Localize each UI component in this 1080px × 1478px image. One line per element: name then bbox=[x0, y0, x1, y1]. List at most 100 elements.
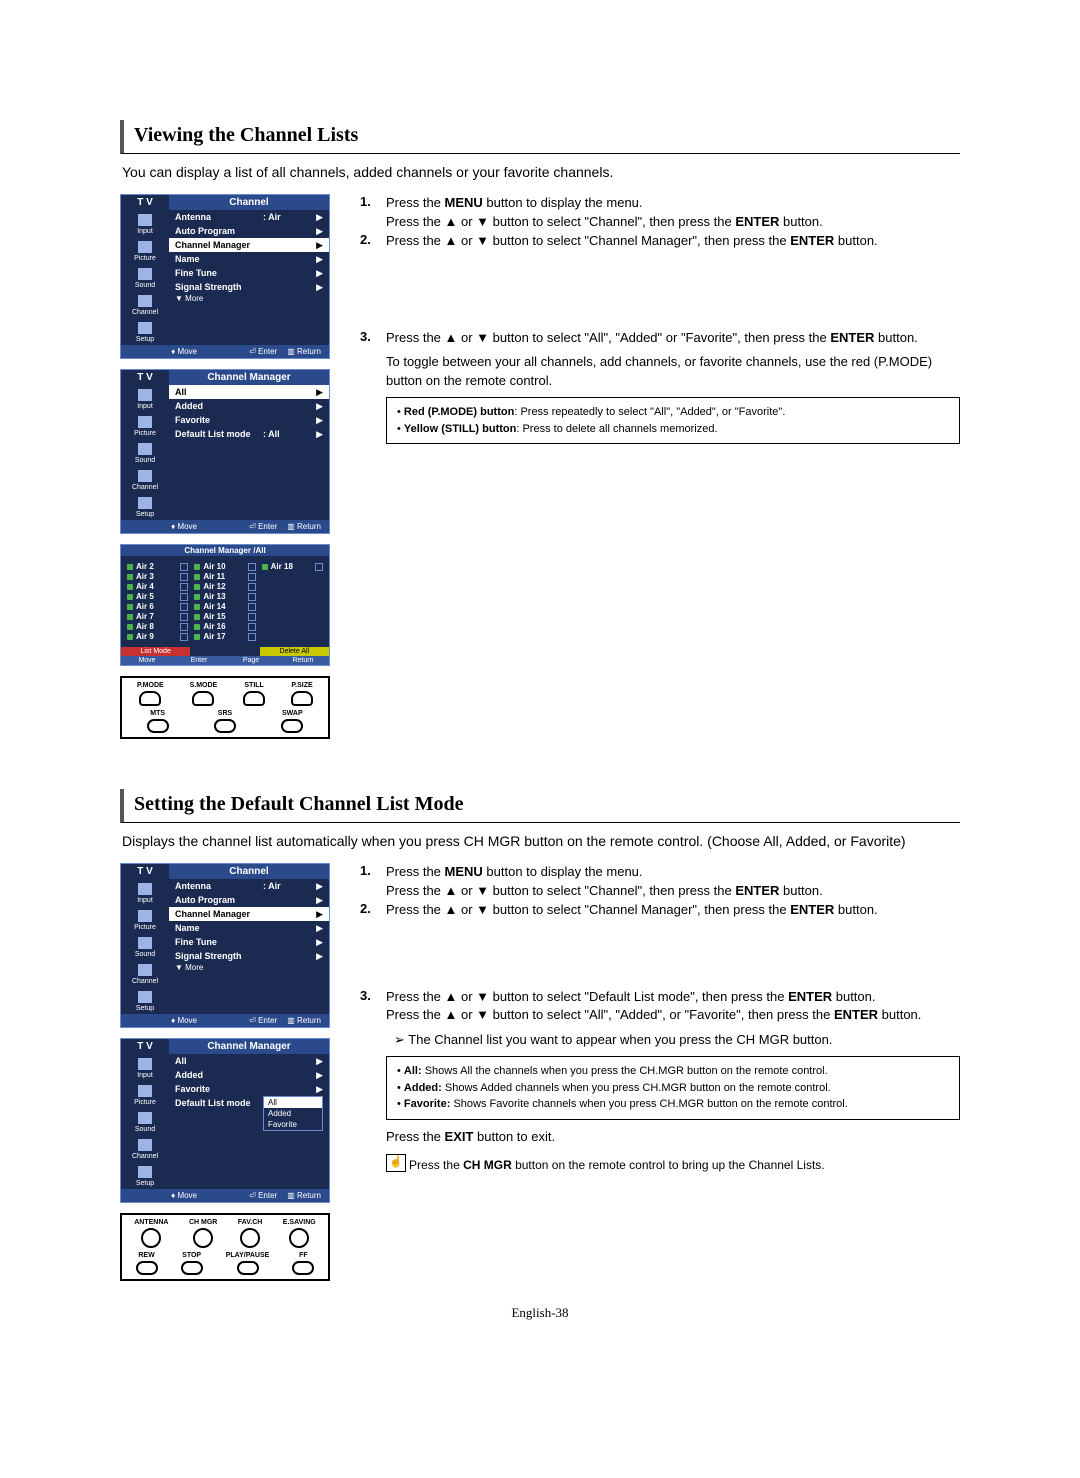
remote-button: ANTENNA bbox=[134, 1219, 168, 1248]
sidebar-label: Input bbox=[137, 228, 153, 235]
dropdown: AllAddedFavorite bbox=[263, 1096, 323, 1131]
remote-button: SRS bbox=[214, 710, 236, 733]
sidebar-label: Input bbox=[137, 897, 153, 904]
section1-intro: You can display a list of all channels, … bbox=[122, 164, 960, 180]
section2-title: Setting the Default Channel List Mode bbox=[120, 789, 960, 823]
remote-button: SWAP bbox=[281, 710, 303, 733]
arrow-icon: ▶ bbox=[311, 282, 323, 293]
sidebar-icon bbox=[138, 241, 152, 253]
status-icon bbox=[127, 624, 133, 630]
status-icon bbox=[127, 604, 133, 610]
status-icon bbox=[127, 584, 133, 590]
sidebar-label: Channel bbox=[132, 484, 158, 491]
channel-item: Air 16 bbox=[194, 622, 255, 631]
sidebar-icon bbox=[138, 268, 152, 280]
channel-item: Air 10 bbox=[194, 562, 255, 571]
sidebar-item: Input bbox=[121, 879, 169, 906]
instruction: 1.Press the MENU button to display the m… bbox=[360, 863, 960, 901]
arrow-icon: ▶ bbox=[311, 1056, 323, 1067]
arrow-note: The Channel list you want to appear when… bbox=[394, 1031, 960, 1050]
remote-shape bbox=[192, 691, 214, 706]
page-number: English-38 bbox=[120, 1305, 960, 1321]
menu-row: Default List mode: All▶ bbox=[169, 427, 329, 441]
status-icon bbox=[262, 564, 268, 570]
arrow-icon: ▶ bbox=[311, 951, 323, 962]
instruction: 1.Press the MENU button to display the m… bbox=[360, 194, 960, 232]
status-icon bbox=[194, 584, 200, 590]
sidebar-icon bbox=[138, 470, 152, 482]
status-icon bbox=[194, 614, 200, 620]
menu-row: Antenna: Air▶ bbox=[169, 210, 329, 224]
menu-row: All▶ bbox=[169, 1054, 329, 1068]
remote-shape bbox=[240, 1228, 260, 1248]
sidebar-label: Channel bbox=[132, 978, 158, 985]
channel-item: Air 3 bbox=[127, 572, 188, 581]
arrow-icon: ▶ bbox=[311, 923, 323, 934]
dropdown-item: Added bbox=[264, 1108, 322, 1119]
arrow-icon: ▶ bbox=[311, 226, 323, 237]
sidebar-icon bbox=[138, 214, 152, 226]
sidebar-icon bbox=[138, 295, 152, 307]
status-icon bbox=[127, 614, 133, 620]
remote-button: P.SIZE bbox=[291, 682, 313, 706]
channel-item: Air 14 bbox=[194, 602, 255, 611]
section1-left: T V Channel InputPictureSoundChannelSetu… bbox=[120, 194, 330, 739]
sidebar-label: Input bbox=[137, 1072, 153, 1079]
menu-row: Name▶ bbox=[169, 252, 329, 266]
grid-foot-deleteall: Delete All bbox=[260, 647, 329, 656]
grid-body: Air 2Air 3Air 4Air 5Air 6Air 7Air 8Air 9… bbox=[121, 556, 329, 647]
menu-row: Name▶ bbox=[169, 921, 329, 935]
arrow-icon: ▶ bbox=[311, 909, 323, 920]
sidebar-label: Picture bbox=[134, 430, 156, 437]
panel-title: Channel bbox=[169, 195, 329, 210]
remote-shape bbox=[291, 691, 313, 706]
sidebar-item: Input bbox=[121, 385, 169, 412]
remote-shape bbox=[139, 691, 161, 706]
menu-row: Fine Tune▶ bbox=[169, 935, 329, 949]
sidebar-label: Channel bbox=[132, 1153, 158, 1160]
arrow-icon: ▶ bbox=[311, 254, 323, 265]
instruction: 2.Press the ▲ or ▼ button to select "Cha… bbox=[360, 232, 960, 251]
note2: All: Shows All the channels when you pre… bbox=[386, 1056, 960, 1120]
sidebar-item: Setup bbox=[121, 987, 169, 1014]
arrow-icon: ▶ bbox=[311, 1084, 323, 1095]
footer-return: ▥ bbox=[287, 347, 297, 356]
status-icon bbox=[127, 634, 133, 640]
section2-intro: Displays the channel list automatically … bbox=[122, 833, 960, 849]
remote-shape bbox=[281, 719, 303, 733]
sidebar-label: Sound bbox=[135, 457, 155, 464]
menu-row: Added▶ bbox=[169, 1068, 329, 1082]
remote-shape bbox=[136, 1261, 158, 1275]
status-icon bbox=[194, 624, 200, 630]
menu-row: Favorite▶ bbox=[169, 413, 329, 427]
menu-row: Signal Strength▶ bbox=[169, 280, 329, 294]
menu-row: Fine Tune▶ bbox=[169, 266, 329, 280]
sidebar-label: Setup bbox=[136, 511, 154, 518]
remote-button: STILL bbox=[243, 682, 265, 706]
status-icon bbox=[127, 564, 133, 570]
sidebar-icon bbox=[138, 910, 152, 922]
remote-panel-1: P.MODES.MODESTILLP.SIZE MTSSRSSWAP bbox=[120, 676, 330, 739]
arrow-icon: ▶ bbox=[311, 1070, 323, 1081]
section1-title: Viewing the Channel Lists bbox=[120, 120, 960, 154]
sidebar-icon bbox=[138, 883, 152, 895]
remote-button: CH MGR bbox=[189, 1219, 217, 1248]
status-icon bbox=[194, 634, 200, 640]
status-icon bbox=[194, 594, 200, 600]
sidebar-icon bbox=[138, 389, 152, 401]
sidebar-item: Setup bbox=[121, 1162, 169, 1189]
sidebar-item: Picture bbox=[121, 906, 169, 933]
sidebar-icon bbox=[138, 1166, 152, 1178]
remote-button: S.MODE bbox=[190, 682, 218, 706]
sidebar-item: Channel bbox=[121, 291, 169, 318]
status-icon bbox=[127, 594, 133, 600]
menu-row: All▶ bbox=[169, 385, 329, 399]
remote-shape bbox=[237, 1261, 259, 1275]
channel-item: Air 9 bbox=[127, 632, 188, 641]
remote-shape bbox=[181, 1261, 203, 1275]
sidebar-item: Channel bbox=[121, 466, 169, 493]
section1-body: T V Channel InputPictureSoundChannelSetu… bbox=[120, 194, 960, 739]
sidebar-label: Picture bbox=[134, 924, 156, 931]
sidebar-item: Input bbox=[121, 210, 169, 237]
arrow-icon: ▶ bbox=[311, 387, 323, 398]
